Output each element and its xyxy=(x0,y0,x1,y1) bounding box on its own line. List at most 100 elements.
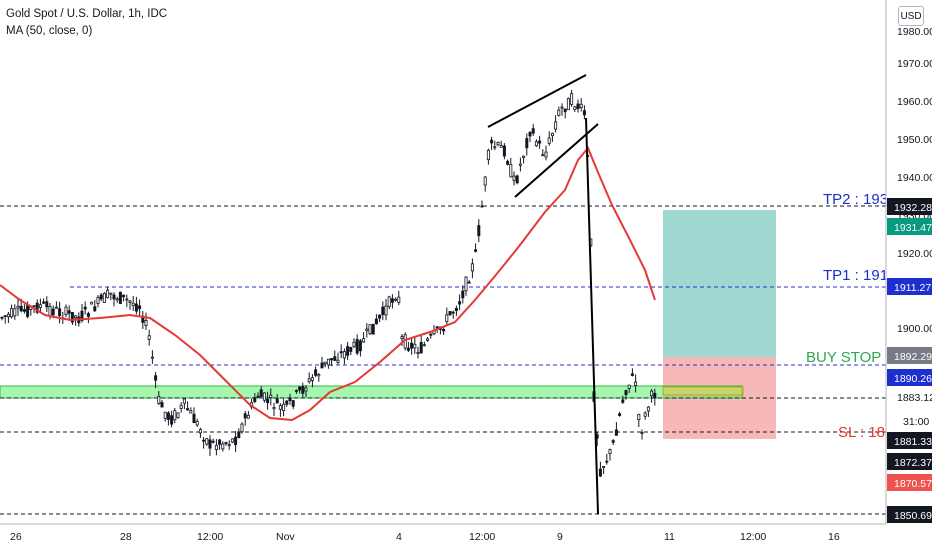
candle-body xyxy=(163,411,167,419)
candle-body xyxy=(486,149,490,161)
symbol-title[interactable]: Gold Spot / U.S. Dollar, 1h, IDC xyxy=(6,8,168,20)
candle-body xyxy=(310,377,314,381)
candle-body xyxy=(38,304,42,308)
wedge-upper-trendline[interactable] xyxy=(487,74,587,128)
time-tick: 12:00 xyxy=(740,531,766,543)
time-tick: 12:00 xyxy=(197,531,223,543)
candle-body xyxy=(51,308,55,316)
ma50-line xyxy=(0,146,656,422)
candle-body xyxy=(509,164,513,178)
wedge-lower-trendline[interactable] xyxy=(514,123,599,198)
time-tick: 4 xyxy=(396,531,402,543)
candle-body xyxy=(410,342,414,349)
candle-body xyxy=(6,313,10,318)
candle-body xyxy=(400,336,404,339)
candle-body xyxy=(246,414,250,419)
candle-body xyxy=(512,175,516,181)
candle-body xyxy=(307,378,311,383)
price-label-bg xyxy=(887,453,932,470)
candle-body xyxy=(557,109,561,116)
price-label: 1870.57 xyxy=(894,478,932,490)
candle-body xyxy=(538,140,542,144)
candle-body xyxy=(394,298,398,301)
candle-body xyxy=(326,358,330,366)
candle-body xyxy=(624,390,628,396)
candlestick-series xyxy=(0,89,657,477)
candle-body xyxy=(282,403,286,411)
candle-body xyxy=(150,356,154,359)
candle-body xyxy=(208,439,212,449)
candle-body xyxy=(202,439,206,442)
candle-body xyxy=(634,381,638,386)
candle-body xyxy=(134,303,138,312)
candle-body xyxy=(317,374,321,377)
candle-body xyxy=(102,292,106,303)
candle-body xyxy=(125,298,129,301)
candle-body xyxy=(301,385,305,394)
buy-stop-annotation[interactable]: BUY STOP : xyxy=(806,349,889,366)
tp2-annotation[interactable]: TP2 : 193 xyxy=(823,191,888,208)
price-label: 1931.47 xyxy=(894,222,932,234)
candle-body xyxy=(118,291,122,304)
candle-body xyxy=(240,423,244,433)
candle-body xyxy=(80,310,84,321)
candle-body xyxy=(416,351,420,354)
candle-body xyxy=(506,160,510,165)
candle-body xyxy=(630,373,634,376)
candle-body xyxy=(518,163,522,166)
candle-body xyxy=(522,155,526,159)
candle-body xyxy=(442,328,446,332)
price-label-bg xyxy=(887,278,932,295)
candle-body xyxy=(157,396,161,404)
time-axis[interactable]: 26 28 12:00 Nov 4 12:00 9 11 12:00 16 xyxy=(10,531,840,543)
candle-body xyxy=(67,310,71,314)
candle-body xyxy=(320,362,324,369)
profit-target-zone[interactable] xyxy=(663,210,776,357)
breakdown-vertical-line[interactable] xyxy=(585,117,599,515)
candle-body xyxy=(42,301,46,304)
candle-body xyxy=(474,249,478,252)
candle-body xyxy=(16,305,20,309)
sl-annotation[interactable]: SL : 187 xyxy=(838,424,893,441)
candle-body xyxy=(336,359,340,363)
entry-marker-zone[interactable] xyxy=(662,386,744,396)
candle-body xyxy=(426,338,430,341)
candle-body xyxy=(144,320,148,326)
ma-indicator-label[interactable]: MA (50, close, 0) xyxy=(6,25,93,37)
price-label: 1892.29 xyxy=(894,351,932,363)
tp1-annotation[interactable]: TP1 : 191 xyxy=(823,267,888,284)
candle-body xyxy=(454,307,458,312)
support-zone[interactable] xyxy=(0,385,743,399)
candle-body xyxy=(618,413,622,416)
candle-body xyxy=(179,404,183,409)
currency-button[interactable]: USD xyxy=(898,6,924,26)
price-tick: 1950.00 xyxy=(897,134,932,146)
candle-body xyxy=(288,397,292,401)
candle-body xyxy=(272,407,276,410)
candle-body xyxy=(48,306,52,316)
candle-body xyxy=(304,387,308,392)
candle-body xyxy=(13,308,17,317)
candle-body xyxy=(64,306,68,315)
candle-body xyxy=(598,468,602,477)
candle-body xyxy=(253,397,257,402)
candle-body xyxy=(112,294,116,300)
candle-body xyxy=(413,343,417,349)
candle-body xyxy=(314,369,318,376)
candle-body xyxy=(464,276,468,292)
candle-body xyxy=(653,392,657,399)
candle-body xyxy=(160,402,164,408)
candle-body xyxy=(278,405,282,410)
candle-body xyxy=(650,390,654,397)
candle-body xyxy=(211,440,215,443)
time-axis-bg[interactable] xyxy=(0,524,886,550)
candle-body xyxy=(496,141,500,146)
candle-body xyxy=(531,128,535,134)
candle-body xyxy=(19,305,23,312)
candle-body xyxy=(646,406,650,412)
candle-body xyxy=(397,296,401,303)
candle-body xyxy=(237,431,241,439)
candle-body xyxy=(192,413,196,423)
